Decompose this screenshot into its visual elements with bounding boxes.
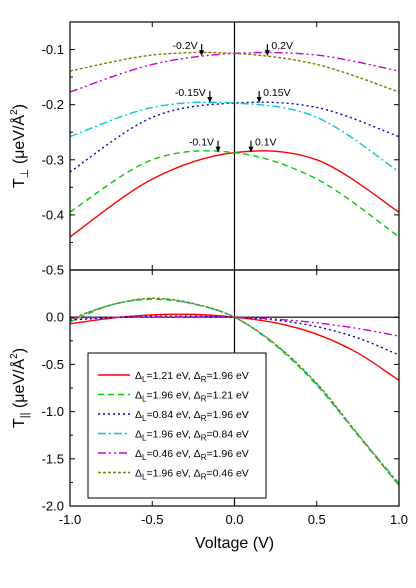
y-tick-label: -1.5 xyxy=(42,451,64,466)
annotation-label: -0.1V xyxy=(189,137,214,149)
legend-box xyxy=(87,352,267,499)
legend-entry-s6: ΔL=1.96 eV, ΔR=0.46 eV xyxy=(135,468,249,482)
series-line-s2-panel-top xyxy=(70,150,399,238)
x-tick-label: -0.5 xyxy=(141,512,163,527)
top-panel: -0.1 -0.2 -0.3 -0.4 -0.5 T⊥ (μeV/Å2) -0.2V 0.2V… xyxy=(9,21,400,278)
legend-entry-s2: ΔL=1.96 eV, ΔR=1.21 eV xyxy=(135,390,249,404)
y-tick-label: -2.0 xyxy=(42,499,64,514)
annotation-label: -0.2V xyxy=(172,40,197,52)
peak-annotation: 0.1V xyxy=(248,137,277,153)
y-tick-label: -0.3 xyxy=(42,152,64,167)
y-tick-label: 0.0 xyxy=(46,310,64,325)
legend-entry-s4: ΔL=1.96 eV, ΔR=0.84 eV xyxy=(135,429,249,443)
series-line-s6-panel-top xyxy=(70,51,399,93)
bottom-panel: 0.0-0.5-1.0-1.5-2.0-1.0 -0.5 0.0 0.5 1.0Volt… xyxy=(9,269,408,552)
peak-annotation: -0.1V xyxy=(189,137,221,153)
y-axis-label: T|| (μeV/Å2) xyxy=(9,348,31,428)
legend-entry-s1: ΔL=1.21 eV, ΔR=1.96 eV xyxy=(135,370,249,384)
y-tick-label: -0.5 xyxy=(42,357,64,372)
x-tick-label: 1.0 xyxy=(390,512,408,527)
annotation-label: 0.15V xyxy=(263,87,290,99)
y-tick-label: -0.4 xyxy=(42,207,64,222)
legend: ΔL=1.21 eV, ΔR=1.96 eV ΔL=1.96 eV, ΔR=1.2… xyxy=(87,352,267,499)
x-tick-label: -1.0 xyxy=(59,512,81,527)
y-tick-label: -1.0 xyxy=(42,404,64,419)
legend-entry-s5: ΔL=0.46 eV, ΔR=1.96 eV xyxy=(135,448,249,462)
peak-annotation: -0.2V xyxy=(172,40,205,57)
peak-annotation: 0.2V xyxy=(264,40,293,57)
legend-entry-s3: ΔL=0.84 eV, ΔR=1.96 eV xyxy=(135,409,249,423)
annotation-label: 0.1V xyxy=(255,137,277,149)
series-line-s6-panel-bottom xyxy=(70,297,399,486)
annotation-label: 0.2V xyxy=(271,40,293,52)
y-tick-label: -0.1 xyxy=(42,42,64,57)
peak-annotation: 0.15V xyxy=(256,87,291,104)
annotation-label: -0.15V xyxy=(175,87,206,99)
x-tick-label: 0.5 xyxy=(308,512,326,527)
x-tick-label: 0.0 xyxy=(225,512,243,527)
y-axis-label: T⊥ (μeV/Å2) xyxy=(9,104,31,188)
peak-annotation: -0.15V xyxy=(175,87,213,104)
y-tick-label: -0.5 xyxy=(42,263,64,278)
x-axis-label: Voltage (V) xyxy=(195,535,274,552)
y-tick-label: -0.2 xyxy=(42,97,64,112)
